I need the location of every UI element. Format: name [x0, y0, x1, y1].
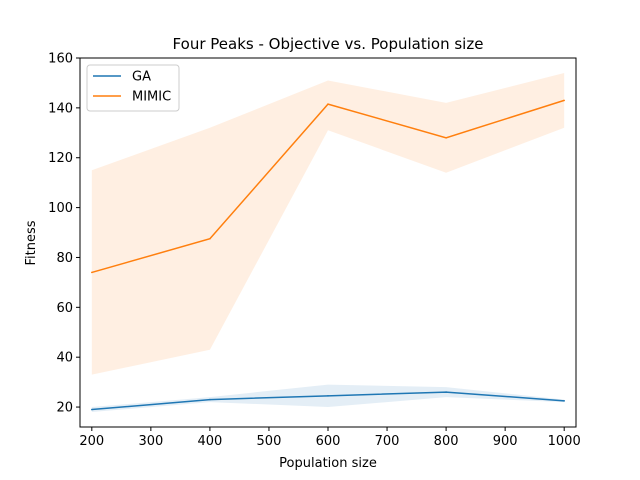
- y-tick-label-100: 100: [48, 201, 73, 216]
- y-tick-label-140: 140: [48, 101, 73, 116]
- y-tick-label-120: 120: [48, 151, 73, 166]
- x-tick-label-900: 900: [493, 434, 518, 449]
- y-tick-label-20: 20: [56, 401, 73, 416]
- x-tick-label-500: 500: [257, 434, 282, 449]
- x-tick-label-1000: 1000: [548, 434, 581, 449]
- x-tick-label-300: 300: [138, 434, 163, 449]
- point-ga-1000: [563, 400, 565, 402]
- series-lines: [91, 99, 565, 411]
- x-axis-label: Population size: [279, 456, 377, 471]
- point-mimic-1000: [563, 99, 565, 102]
- point-mimic-400: [209, 237, 211, 240]
- point-ga-800: [445, 391, 447, 393]
- point-mimic-200: [91, 271, 93, 274]
- y-axis: 20 40 60 80 100 120 140 160: [48, 52, 80, 416]
- chart-title: Four Peaks - Objective vs. Population si…: [173, 35, 484, 53]
- legend-label-ga: GA: [132, 70, 151, 85]
- x-tick-label-700: 700: [375, 434, 400, 449]
- band-mimic: [91, 72, 565, 375]
- legend: GA MIMIC: [86, 64, 180, 112]
- x-axis: 200 300 400 500 600 700 800 900 1000: [79, 427, 581, 449]
- y-axis-label: Fitness: [24, 220, 39, 265]
- x-tick-label-400: 400: [197, 434, 222, 449]
- legend-label-mimic: MIMIC: [132, 90, 171, 105]
- y-tick-label-60: 60: [56, 301, 73, 316]
- y-tick-label-40: 40: [56, 351, 73, 366]
- point-ga-400: [209, 398, 211, 401]
- x-tick-label-200: 200: [79, 434, 104, 449]
- point-ga-600: [327, 395, 329, 397]
- y-tick-label-80: 80: [56, 251, 73, 266]
- x-tick-label-600: 600: [316, 434, 341, 449]
- point-ga-200: [91, 408, 93, 411]
- x-tick-label-800: 800: [434, 434, 459, 449]
- point-mimic-600: [327, 103, 329, 105]
- point-mimic-800: [445, 136, 447, 139]
- y-tick-label-160: 160: [48, 52, 73, 67]
